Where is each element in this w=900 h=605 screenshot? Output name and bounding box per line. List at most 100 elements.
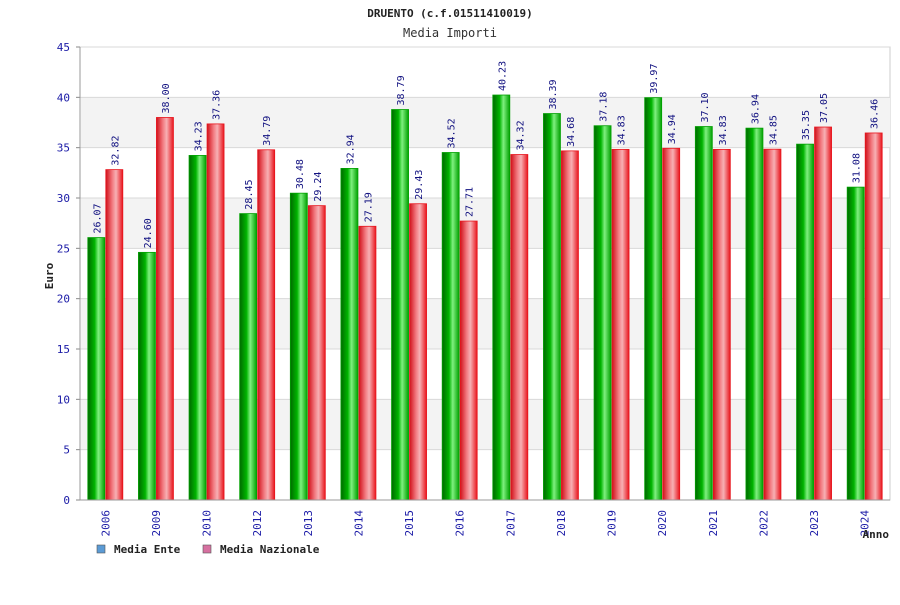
y-tick-label: 40 [57, 91, 70, 104]
x-tick-label-2022: 2022 [757, 510, 770, 537]
value-label-media-ente-2006: 26.07 [92, 203, 103, 233]
value-label-media-nazionale-2010: 37.36 [212, 90, 223, 120]
value-label-media-nazionale-2013: 29.24 [313, 172, 324, 202]
bar-media-nazionale-2022 [763, 148, 782, 501]
bar-media-ente-2023 [796, 143, 814, 501]
value-label-media-ente-2012: 28.45 [244, 179, 255, 209]
value-label-media-ente-2015: 38.79 [396, 75, 407, 105]
bar-media-ente-2015 [391, 109, 409, 501]
value-label-media-nazionale-2006: 32.82 [110, 136, 121, 166]
bar-media-nazionale-2020 [662, 147, 681, 501]
chart-subtitle: Media Importi [403, 26, 497, 40]
x-tick-label-2006: 2006 [99, 510, 112, 537]
x-tick-label-2021: 2021 [707, 510, 720, 537]
x-tick-label-2012: 2012 [251, 510, 264, 537]
bar-media-ente-2020 [644, 97, 663, 501]
y-tick-label: 5 [63, 444, 70, 457]
y-tick-label: 35 [57, 142, 70, 155]
value-label-media-nazionale-2015: 29.43 [414, 170, 425, 200]
x-tick-label-2017: 2017 [504, 510, 517, 537]
legend-label-media-nazionale: Media Nazionale [220, 543, 320, 556]
bar-media-nazionale-2015 [409, 203, 427, 501]
x-tick-label-2013: 2013 [302, 510, 315, 537]
value-label-media-ente-2020: 39.97 [649, 64, 660, 94]
x-axis-title: Anno [863, 528, 890, 541]
value-label-media-nazionale-2023: 37.05 [819, 93, 830, 123]
value-label-media-ente-2022: 36.94 [750, 94, 761, 124]
x-tick-label-2010: 2010 [201, 510, 214, 537]
bar-media-nazionale-2018 [561, 150, 579, 501]
x-tick-label-2018: 2018 [555, 510, 568, 537]
x-tick-label-2009: 2009 [150, 510, 163, 537]
bar-media-nazionale-2012 [257, 149, 276, 501]
value-label-media-nazionale-2019: 34.83 [617, 115, 628, 145]
bar-media-nazionale-2019 [611, 148, 630, 501]
value-label-media-nazionale-2024: 36.46 [870, 99, 881, 129]
bar-media-ente-2009 [138, 251, 156, 501]
bar-media-ente-2010 [188, 155, 207, 501]
bar-media-nazionale-2009 [156, 117, 174, 501]
bar-media-ente-2013 [289, 192, 308, 501]
y-tick-label: 45 [57, 41, 70, 54]
legend-swatch-media-nazionale [202, 544, 212, 554]
bar-media-ente-2014 [340, 168, 359, 501]
value-label-media-ente-2024: 31.08 [852, 153, 863, 183]
value-label-media-nazionale-2021: 34.83 [718, 115, 729, 145]
value-label-media-nazionale-2016: 27.71 [465, 187, 476, 217]
bar-media-nazionale-2016 [459, 220, 478, 501]
value-label-media-ente-2017: 40.23 [497, 61, 508, 91]
axes: 0 5 10 15 20 25 30 35 40 45 2006 2009 2010 2012 2013 20… [57, 41, 890, 537]
y-tick-label: 15 [57, 343, 70, 356]
bar-media-ente-2021 [694, 126, 713, 501]
y-tick-label: 10 [57, 393, 70, 406]
value-label-media-ente-2010: 34.23 [194, 121, 205, 151]
bars [87, 94, 883, 501]
x-tick-label-2015: 2015 [403, 510, 416, 537]
y-tick-label: 0 [63, 494, 70, 507]
y-tick-label: 30 [57, 192, 70, 205]
value-label-media-ente-2013: 30.48 [295, 159, 306, 189]
bar-media-nazionale-2023 [814, 126, 832, 501]
bar-media-ente-2012 [239, 213, 258, 501]
x-tick-label-2016: 2016 [454, 510, 467, 537]
bar-media-nazionale-2010 [206, 123, 225, 501]
x-tick-label-2014: 2014 [352, 510, 365, 537]
bar-media-nazionale-2013 [307, 205, 326, 501]
value-label-media-nazionale-2020: 34.94 [667, 114, 678, 144]
value-label-media-ente-2009: 24.60 [143, 218, 154, 248]
y-tick-label: 20 [57, 293, 70, 306]
y-tick-label: 25 [57, 242, 70, 255]
value-label-media-nazionale-2009: 38.00 [161, 83, 172, 113]
bar-media-ente-2017 [492, 94, 511, 501]
x-tick-label-2020: 2020 [656, 510, 669, 537]
bar-media-ente-2024 [846, 186, 865, 501]
chart-title: DRUENTO (c.f.01511410019) [367, 7, 533, 20]
value-label-media-nazionale-2022: 34.85 [768, 115, 779, 145]
value-label-media-nazionale-2014: 27.19 [363, 192, 374, 222]
value-label-media-ente-2021: 37.10 [700, 92, 711, 122]
bar-media-nazionale-2021 [712, 148, 731, 501]
bar-media-nazionale-2024 [864, 132, 883, 501]
bar-media-ente-2019 [593, 125, 612, 501]
value-labels: 26.07 32.82 24.60 38.00 34.23 37.36 28.45 34.79… [92, 61, 880, 248]
x-tick-label-2024: 2024 [859, 510, 872, 537]
legend: Media Ente Media Nazionale [96, 543, 320, 556]
value-label-media-ente-2018: 38.39 [548, 79, 559, 109]
bar-media-ente-2006 [87, 237, 106, 501]
bar-media-nazionale-2017 [510, 154, 529, 501]
bar-media-ente-2018 [543, 113, 561, 501]
value-label-media-ente-2019: 37.18 [599, 92, 610, 122]
x-tick-label-2023: 2023 [808, 510, 821, 537]
value-label-media-nazionale-2017: 34.32 [515, 120, 526, 150]
value-label-media-nazionale-2012: 34.79 [262, 116, 273, 146]
y-axis-title: Euro [43, 262, 56, 289]
legend-label-media-ente: Media Ente [114, 543, 181, 556]
bar-media-ente-2016 [441, 152, 460, 501]
value-label-media-ente-2016: 34.52 [447, 118, 458, 148]
bar-media-nazionale-2014 [358, 225, 377, 501]
value-label-media-ente-2014: 32.94 [345, 134, 356, 164]
value-label-media-nazionale-2018: 34.68 [566, 117, 577, 147]
legend-swatch-media-ente [96, 544, 106, 554]
